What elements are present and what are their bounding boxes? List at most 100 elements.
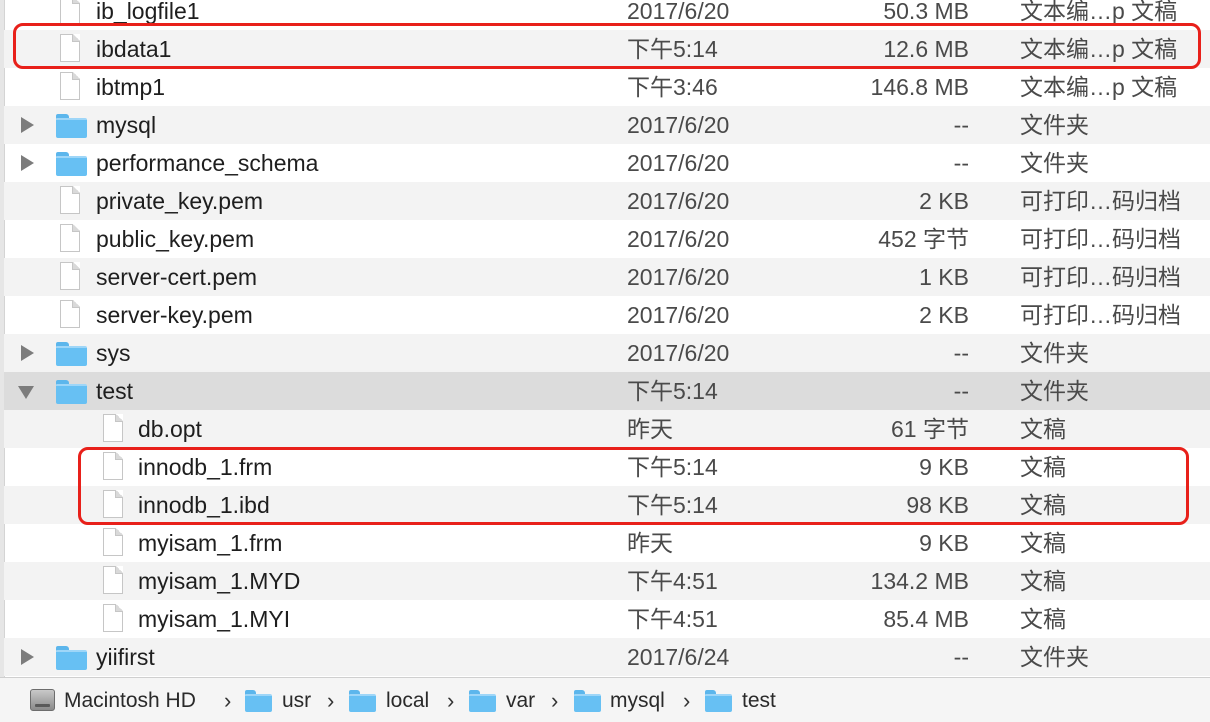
file-name: server-key.pem — [96, 302, 253, 328]
file-kind: 文件夹 — [1020, 112, 1089, 138]
name-cell: ibtmp1 — [4, 68, 614, 106]
file-row[interactable]: myisam_1.MYI 下午4:51 85.4 MB 文稿 — [4, 600, 1210, 638]
name-cell: sys — [4, 334, 614, 372]
file-kind: 可打印…码归档 — [1020, 188, 1181, 214]
path-separator-icon: › — [224, 688, 232, 713]
disclosure-down-icon[interactable] — [18, 386, 34, 399]
file-size: 134.2 MB — [870, 568, 969, 594]
name-cell: test — [4, 372, 614, 410]
date-modified: 2017/6/20 — [627, 226, 730, 252]
file-size: 98 KB — [906, 492, 969, 518]
name-cell: db.opt — [4, 410, 614, 448]
document-icon — [103, 566, 123, 594]
file-kind: 文本编…p 文稿 — [1020, 0, 1178, 24]
date-modified: 下午3:46 — [627, 74, 718, 100]
date-modified: 昨天 — [627, 416, 673, 442]
date-modified: 2017/6/20 — [627, 112, 730, 138]
document-icon — [60, 300, 80, 328]
hard-drive-icon — [30, 689, 55, 711]
folder-row[interactable]: yiifirst 2017/6/24 -- 文件夹 — [4, 638, 1210, 676]
date-modified: 2017/6/20 — [627, 188, 730, 214]
file-kind: 文件夹 — [1020, 378, 1089, 404]
date-modified: 2017/6/20 — [627, 340, 730, 366]
folder-icon — [56, 646, 87, 670]
disclosure-right-icon[interactable] — [21, 649, 34, 665]
file-kind: 文稿 — [1020, 568, 1066, 594]
name-cell: myisam_1.frm — [4, 524, 614, 562]
date-modified: 2017/6/24 — [627, 644, 730, 670]
folder-icon — [349, 690, 376, 712]
path-separator-icon: › — [447, 688, 455, 713]
file-row[interactable]: ibdata1 下午5:14 12.6 MB 文本编…p 文稿 — [4, 30, 1210, 68]
folder-row[interactable]: mysql 2017/6/20 -- 文件夹 — [4, 106, 1210, 144]
file-row[interactable]: myisam_1.frm 昨天 9 KB 文稿 — [4, 524, 1210, 562]
file-size: 1 KB — [919, 264, 969, 290]
disclosure-right-icon[interactable] — [21, 345, 34, 361]
file-size: 2 KB — [919, 188, 969, 214]
name-cell: server-cert.pem — [4, 258, 614, 296]
folder-icon — [705, 690, 732, 712]
date-modified: 2017/6/20 — [627, 264, 730, 290]
file-row[interactable]: innodb_1.frm 下午5:14 9 KB 文稿 — [4, 448, 1210, 486]
path-separator-icon: › — [683, 688, 691, 713]
file-list[interactable]: ib_logfile1 2017/6/20 50.3 MB 文本编…p 文稿 ibdat… — [4, 0, 1210, 677]
path-item-label: test — [742, 689, 776, 712]
disclosure-right-icon[interactable] — [21, 117, 34, 133]
path-item-label: Macintosh HD — [64, 689, 196, 712]
folder-row[interactable]: performance_schema 2017/6/20 -- 文件夹 — [4, 144, 1210, 182]
file-size: 2 KB — [919, 302, 969, 328]
file-size: 61 字节 — [891, 416, 969, 442]
file-name: db.opt — [138, 416, 202, 442]
file-kind: 文稿 — [1020, 492, 1066, 518]
document-icon — [60, 224, 80, 252]
folder-icon — [245, 690, 272, 712]
date-modified: 下午5:14 — [627, 378, 718, 404]
date-modified: 昨天 — [627, 530, 673, 556]
path-item-label: local — [386, 689, 430, 712]
file-kind: 文稿 — [1020, 606, 1066, 632]
file-size: 12.6 MB — [883, 36, 969, 62]
file-row[interactable]: innodb_1.ibd 下午5:14 98 KB 文稿 — [4, 486, 1210, 524]
file-name: test — [96, 378, 134, 404]
name-cell: yiifirst — [4, 638, 614, 676]
date-modified: 下午5:14 — [627, 454, 718, 480]
path-bar: Macintosh HD › usr › local › var › mysql… — [0, 677, 1210, 722]
date-modified: 2017/6/20 — [627, 0, 730, 24]
document-icon — [60, 72, 80, 100]
file-size: -- — [953, 112, 969, 138]
file-kind: 文件夹 — [1020, 644, 1089, 670]
file-name: sys — [96, 340, 131, 366]
folder-row[interactable]: test 下午5:14 -- 文件夹 — [4, 372, 1210, 410]
file-row[interactable]: myisam_1.MYD 下午4:51 134.2 MB 文稿 — [4, 562, 1210, 600]
folder-row[interactable]: sys 2017/6/20 -- 文件夹 — [4, 334, 1210, 372]
file-kind: 文本编…p 文稿 — [1020, 74, 1178, 100]
file-row[interactable]: public_key.pem 2017/6/20 452 字节 可打印…码归档 — [4, 220, 1210, 258]
folder-icon — [469, 690, 496, 712]
file-row[interactable]: ib_logfile1 2017/6/20 50.3 MB 文本编…p 文稿 — [4, 0, 1210, 30]
path-item-label: usr — [282, 689, 312, 712]
path-separator-icon: › — [551, 688, 559, 713]
name-cell: private_key.pem — [4, 182, 614, 220]
file-name: server-cert.pem — [96, 264, 258, 290]
file-name: yiifirst — [96, 644, 155, 670]
disclosure-right-icon[interactable] — [21, 155, 34, 171]
name-cell: innodb_1.ibd — [4, 486, 614, 524]
file-row[interactable]: server-cert.pem 2017/6/20 1 KB 可打印…码归档 — [4, 258, 1210, 296]
file-row[interactable]: db.opt 昨天 61 字节 文稿 — [4, 410, 1210, 448]
file-row[interactable]: ibtmp1 下午3:46 146.8 MB 文本编…p 文稿 — [4, 68, 1210, 106]
file-name: innodb_1.ibd — [138, 492, 270, 518]
file-name: myisam_1.frm — [138, 530, 283, 556]
date-modified: 2017/6/20 — [627, 302, 730, 328]
date-modified: 下午4:51 — [627, 606, 718, 632]
file-kind: 文稿 — [1020, 416, 1066, 442]
file-kind: 文稿 — [1020, 454, 1066, 480]
file-row[interactable]: private_key.pem 2017/6/20 2 KB 可打印…码归档 — [4, 182, 1210, 220]
file-name: myisam_1.MYD — [138, 568, 301, 594]
date-modified: 下午4:51 — [627, 568, 718, 594]
file-kind: 可打印…码归档 — [1020, 264, 1181, 290]
name-cell: innodb_1.frm — [4, 448, 614, 486]
file-row[interactable]: server-key.pem 2017/6/20 2 KB 可打印…码归档 — [4, 296, 1210, 334]
folder-icon — [56, 152, 87, 176]
document-icon — [60, 0, 80, 24]
document-icon — [60, 34, 80, 62]
